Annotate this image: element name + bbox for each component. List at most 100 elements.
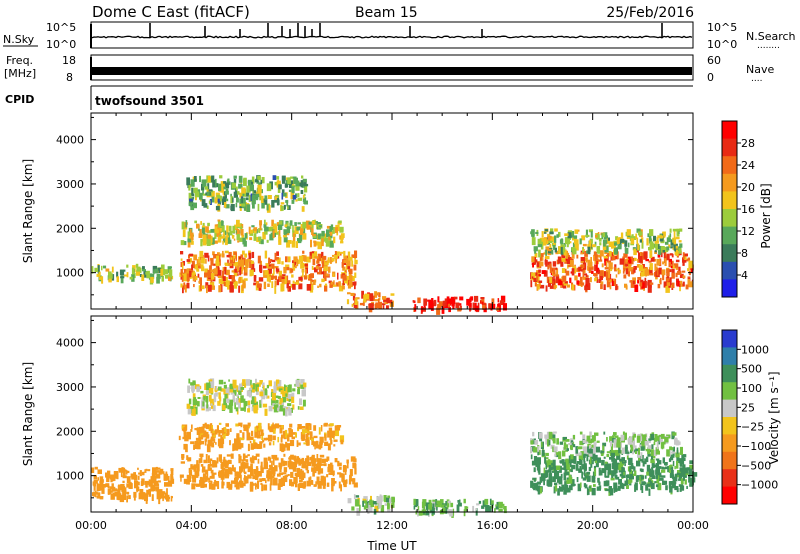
range-gate-cell <box>235 253 237 261</box>
range-gate-cell <box>110 493 115 500</box>
range-gate-cell <box>550 228 554 235</box>
range-gate-cell <box>485 505 490 512</box>
range-gate-cell <box>228 225 232 232</box>
range-gate-cell <box>328 234 333 239</box>
range-gate-cell <box>576 477 579 483</box>
range-gate-cell <box>539 476 543 483</box>
range-gate-cell <box>257 184 262 193</box>
freq-tick-top: 18 <box>62 54 76 67</box>
range-gate-cell <box>532 431 535 437</box>
range-gate-cell <box>235 440 238 448</box>
range-gate-cell <box>300 384 305 389</box>
range-gate-cell <box>290 283 293 288</box>
range-gate-cell <box>457 307 462 312</box>
range-gate-cell <box>673 446 675 454</box>
range-gate-cell <box>264 388 268 393</box>
range-gate-cell <box>670 467 673 470</box>
range-gate-cell <box>564 481 567 488</box>
range-gate-cell <box>315 265 319 270</box>
range-gate-cell <box>564 233 569 237</box>
range-gate-cell <box>634 482 638 491</box>
range-gate-cell <box>630 444 634 448</box>
range-gate-cell <box>314 279 317 283</box>
range-gate-cell <box>552 434 556 439</box>
range-gate-cell <box>306 470 309 474</box>
range-gate-cell <box>191 272 196 275</box>
range-gate-cell <box>285 408 288 417</box>
range-gate-cell <box>630 436 633 442</box>
range-gate-cell <box>617 485 621 490</box>
range-gate-cell <box>107 485 110 489</box>
range-gate-cell <box>242 192 245 196</box>
range-gate-cell <box>281 274 286 277</box>
range-gate-cell <box>666 282 670 286</box>
range-gate-cell <box>160 468 164 472</box>
freq-label: Freq. <box>6 54 33 67</box>
colorbar-tick-label: 8 <box>741 247 748 260</box>
range-gate-cell <box>264 270 269 276</box>
range-gate-cell <box>219 225 222 231</box>
range-gate-cell <box>548 473 553 481</box>
range-gate-cell <box>120 469 123 478</box>
range-gate-cell <box>317 285 319 288</box>
range-gate-cell <box>530 280 533 288</box>
range-gate-cell <box>218 392 221 399</box>
range-gate-cell <box>346 462 349 469</box>
range-gate-cell <box>596 432 599 436</box>
range-gate-cell <box>651 475 656 479</box>
range-gate-cell <box>225 188 229 194</box>
range-gate-cell <box>250 459 255 464</box>
nsearch-tick-top: 10^5 <box>707 21 737 34</box>
range-gate-cell <box>208 483 213 490</box>
range-gate-cell <box>278 479 283 487</box>
range-gate-cell <box>244 253 248 258</box>
range-gate-cell <box>298 226 301 231</box>
range-gate-cell <box>204 268 209 273</box>
range-gate-cell <box>340 484 342 492</box>
range-gate-cell <box>301 206 305 212</box>
range-gate-cell <box>580 451 584 455</box>
range-gate-cell <box>302 483 306 489</box>
range-gate-cell <box>440 499 444 506</box>
range-gate-cell <box>292 404 295 410</box>
range-gate-cell <box>234 484 236 488</box>
range-gate-cell <box>613 278 617 286</box>
range-gate-cell <box>669 277 672 286</box>
range-gate-cell <box>650 256 655 262</box>
range-gate-cell <box>354 250 358 259</box>
range-gate-cell <box>537 449 540 456</box>
range-gate-cell <box>249 231 253 236</box>
range-gate-cell <box>240 475 242 483</box>
range-gate-cell <box>376 496 380 504</box>
range-gate-cell <box>92 481 96 486</box>
range-gate-cell <box>603 271 607 277</box>
range-gate-cell <box>278 236 282 245</box>
range-gate-cell <box>225 204 230 209</box>
range-gate-cell <box>571 464 576 470</box>
range-gate-cell <box>293 197 295 202</box>
range-gate-cell <box>186 177 190 186</box>
range-gate-cell <box>454 296 458 300</box>
range-gate-cell <box>351 506 355 511</box>
range-gate-cell <box>230 193 232 197</box>
range-gate-cell <box>216 394 218 397</box>
range-gate-cell <box>363 496 368 499</box>
range-gate-cell <box>488 506 492 512</box>
range-gate-cell <box>674 486 679 491</box>
range-gate-cell <box>653 449 658 456</box>
range-gate-cell <box>548 465 552 470</box>
range-gate-cell <box>650 449 654 456</box>
range-gate-cell <box>310 239 312 248</box>
range-gate-cell <box>217 264 220 272</box>
range-gate-cell <box>425 502 430 510</box>
range-gate-cell <box>365 503 368 509</box>
range-gate-cell <box>604 469 607 478</box>
range-gate-cell <box>669 228 672 233</box>
range-gate-cell <box>605 488 610 492</box>
range-gate-cell <box>313 435 318 439</box>
range-gate-cell <box>114 491 118 497</box>
range-gate-cell <box>232 225 236 233</box>
range-gate-cell <box>208 407 211 411</box>
range-gate-cell <box>672 432 677 436</box>
range-gate-cell <box>277 407 280 412</box>
